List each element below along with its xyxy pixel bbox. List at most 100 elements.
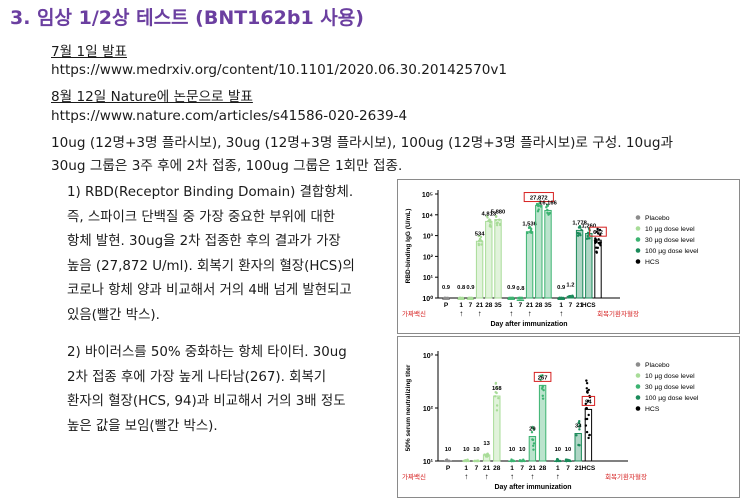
data-point <box>485 455 489 458</box>
y-axis-label: RBD-binding IgG (U/mL) <box>405 209 412 284</box>
data-point <box>464 459 468 463</box>
data-point <box>518 296 522 300</box>
data-point <box>494 215 498 219</box>
y-tick-label: 10¹ <box>423 275 434 282</box>
data-point <box>548 212 551 215</box>
data-point <box>530 431 534 434</box>
data-point <box>578 424 582 427</box>
data-point <box>566 458 569 462</box>
data-point <box>556 458 560 462</box>
x-tick-label: HCS <box>582 302 596 309</box>
legend-marker <box>635 215 641 220</box>
legend-label: 100 µg dose level <box>645 248 699 255</box>
medrxiv-link[interactable]: https://www.medrxiv.org/content/10.1101/… <box>51 62 508 78</box>
data-point <box>531 426 535 430</box>
data-point <box>445 296 449 300</box>
data-point <box>489 218 492 222</box>
data-point <box>494 219 497 222</box>
rbd-binding-description: 1) RBD(Receptor Binding Domain) 결합항체. 즉,… <box>67 181 355 328</box>
x-tick-label: 28 <box>535 302 543 309</box>
data-point <box>539 378 542 382</box>
value-label: 0.8 <box>457 285 466 291</box>
data-point <box>475 459 478 463</box>
data-point <box>459 296 462 300</box>
data-point <box>532 448 535 451</box>
data-point <box>532 428 536 431</box>
release-date-nature: 8월 12일 Nature에 논문으로 발표 <box>51 89 253 105</box>
y-tick-label: 10⁵ <box>422 192 433 199</box>
data-point <box>597 232 600 235</box>
data-point <box>584 407 588 411</box>
data-point <box>493 395 497 398</box>
x-tick-label: 1 <box>509 302 513 309</box>
y-axis-label: 50% serum neutralizing titer <box>405 364 412 451</box>
data-point <box>495 404 499 407</box>
data-point <box>445 458 449 461</box>
value-label: 0.9 <box>466 285 475 291</box>
data-point <box>596 246 600 250</box>
data-point <box>587 436 590 440</box>
nature-link[interactable]: https://www.nature.com/articles/s41586-0… <box>51 108 408 124</box>
data-point <box>599 244 602 247</box>
data-point <box>529 229 533 232</box>
data-point <box>498 218 501 221</box>
para1-line: 항체 발현. 30ug을 2차 접종한 후의 결과가 가장 <box>67 234 341 249</box>
legend-marker <box>635 373 641 378</box>
release-date-medrxiv: 7월 1일 발표 <box>51 44 127 60</box>
value-label: 168 <box>492 386 502 392</box>
bar <box>528 435 537 462</box>
legend-marker <box>635 395 641 400</box>
data-point <box>523 459 526 463</box>
value-label: 4,813 <box>482 211 497 217</box>
y-tick-label: 10⁰ <box>422 295 433 303</box>
immunization-arrow: ↑ <box>530 472 534 481</box>
value-label: 5,880 <box>491 210 506 216</box>
group-description-line1: 10ug (12명+3명 플라시보), 30ug (12명+3명 플라시보), … <box>51 135 673 151</box>
x-tick-label: 28 <box>493 465 501 472</box>
y-tick-label: 10¹ <box>423 459 434 466</box>
legend-label: Placebo <box>645 215 670 222</box>
data-point <box>532 442 536 445</box>
y-tick-label: 10³ <box>423 234 434 241</box>
data-point <box>541 374 544 377</box>
para2-line: 환자의 혈장(HCS, 94)과 비교해서 거의 3배 정도 <box>67 394 346 409</box>
value-label: 0.8 <box>516 286 525 292</box>
legend-label: 100 µg dose level <box>645 395 699 402</box>
data-point <box>495 223 499 227</box>
legend-marker <box>635 406 641 411</box>
data-point <box>585 430 589 434</box>
data-point <box>576 234 580 237</box>
bar <box>574 433 582 462</box>
data-point <box>542 388 545 392</box>
para1-line: 있음(빨간 박스). <box>67 307 160 323</box>
x-axis-label: Day after immunization <box>494 484 571 491</box>
data-point <box>584 402 587 406</box>
legend-label: Placebo <box>645 362 670 369</box>
value-label: 10 <box>463 447 469 453</box>
data-point <box>495 386 499 389</box>
immunization-arrow: ↑ <box>478 309 482 318</box>
x-tick-label: 7 <box>569 302 573 309</box>
hcs-annotation: 회복기환자혈장 <box>597 309 639 318</box>
value-label: 29 <box>529 426 536 432</box>
data-point <box>532 444 535 447</box>
value-label: 10 <box>565 447 571 453</box>
legend-label: HCS <box>645 259 660 266</box>
data-point <box>485 214 489 218</box>
data-point <box>545 206 548 209</box>
bar <box>535 205 543 299</box>
data-point <box>580 228 583 232</box>
data-point <box>531 438 535 442</box>
legend-marker <box>635 384 641 389</box>
bar <box>544 209 552 299</box>
data-point <box>539 205 542 208</box>
immunization-arrow: ↑ <box>464 472 468 481</box>
data-point <box>520 296 524 300</box>
data-point <box>558 459 562 463</box>
data-point <box>585 379 588 382</box>
value-label: 16,166 <box>539 200 558 206</box>
data-point <box>494 381 498 385</box>
value-label: 1,260 <box>582 224 597 230</box>
data-point <box>477 243 481 247</box>
neutralizing-titer-chart-panel: 10¹ 10² 10³ 50% serum neutralizing titer 10 1… <box>397 336 740 498</box>
